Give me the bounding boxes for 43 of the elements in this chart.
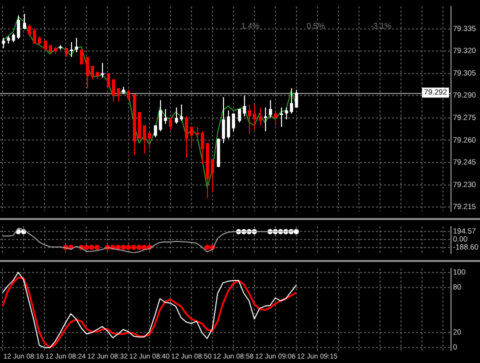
candlestick: [158, 100, 162, 132]
annotation: 0.5%: [306, 22, 325, 31]
candlestick: [274, 110, 278, 126]
candlestick: [70, 42, 74, 58]
candlestick: [80, 49, 84, 65]
candlestick: [200, 130, 204, 164]
candlestick: [112, 78, 116, 102]
candlestick: [280, 107, 284, 128]
candlestick: [180, 104, 184, 122]
candlestick: [190, 126, 194, 147]
candlestick: [222, 96, 226, 144]
candlestick: [252, 104, 256, 130]
candlestick: [174, 107, 178, 124]
candlestick: [290, 88, 294, 114]
candlestick: [210, 159, 214, 193]
candlestick: [226, 110, 230, 140]
candlestick: [100, 62, 104, 78]
candlestick: [16, 14, 20, 40]
candlestick: [74, 37, 78, 54]
candlestick: [184, 116, 188, 159]
candlestick: [28, 24, 32, 37]
candlestick: [294, 89, 298, 108]
candlestick: [268, 100, 272, 118]
candlestick: [242, 95, 246, 117]
candlestick: [142, 124, 146, 154]
candlestick: [168, 117, 172, 130]
candlestick: [2, 37, 6, 49]
annotation: 1.4%: [241, 22, 260, 31]
annotation: -3.1%: [370, 22, 392, 31]
candlestick: [284, 107, 288, 120]
candlestick: [258, 107, 262, 126]
candlestick: [86, 56, 90, 89]
candlestick: [264, 107, 268, 132]
candlestick: [196, 126, 200, 140]
candlestick: [90, 65, 94, 80]
candlestick: [238, 108, 242, 123]
candlestick: [248, 104, 252, 135]
candlestick: [116, 88, 120, 102]
candlestick: [22, 13, 26, 30]
candlestick: [126, 89, 130, 101]
candlestick: [232, 112, 236, 132]
candlestick: [32, 28, 36, 44]
candlestick: [164, 108, 168, 124]
